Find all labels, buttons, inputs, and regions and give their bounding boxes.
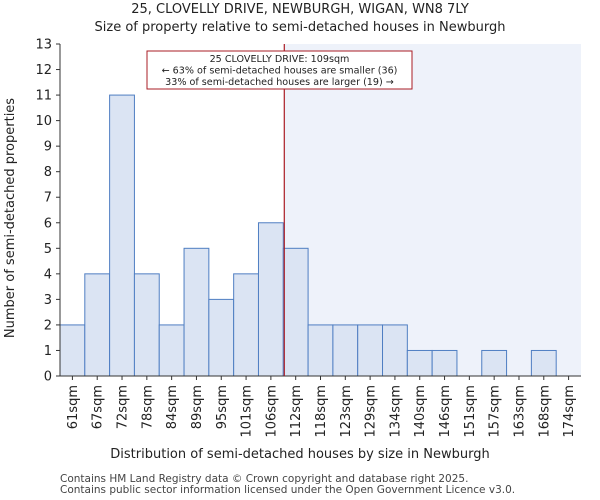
bar-78sqm [133, 273, 160, 377]
y-tick-label: 8 [44, 165, 52, 180]
x-tick-label: 134sqm [388, 385, 403, 438]
y-tick-label: 12 [35, 63, 52, 78]
bar-168sqm [530, 349, 557, 377]
bar-106sqm [257, 222, 284, 377]
x-tick-label: 67sqm [91, 385, 106, 429]
y-axis-label: Number of semi-detached properties [3, 98, 18, 338]
footer-copyright: Contains HM Land Registry data © Crown c… [60, 473, 469, 485]
x-tick-label: 163sqm [512, 385, 527, 438]
annotation-line: 25 CLOVELLY DRIVE: 109sqm [210, 54, 350, 65]
property-annotation: 25 CLOVELLY DRIVE: 109sqm ← 63% of semi-… [146, 50, 413, 90]
bar-157sqm [481, 349, 508, 377]
bar-95sqm [208, 298, 235, 377]
bar-61sqm [59, 324, 86, 377]
bar-134sqm [382, 324, 408, 377]
y-tick-label: 7 [44, 191, 52, 206]
footer-licence: Contains public sector information licen… [60, 484, 516, 496]
x-tick-label: 95sqm [215, 385, 230, 429]
x-tick-label: 101sqm [240, 385, 255, 438]
bar-67sqm [84, 273, 111, 377]
bar-129sqm [357, 324, 384, 377]
bar-101sqm [233, 273, 259, 377]
annotation-line: ← 63% of semi-detached houses are smalle… [162, 66, 398, 77]
larger-houses-region [284, 44, 581, 376]
chart-title: 25, CLOVELLY DRIVE, NEWBURGH, WIGAN, WN8… [131, 2, 469, 17]
y-tick-label: 11 [35, 89, 52, 104]
x-tick-label: 168sqm [537, 385, 552, 438]
annotation-box [146, 50, 413, 90]
bar-118sqm [307, 324, 334, 377]
x-tick-label: 84sqm [165, 385, 180, 429]
x-tick-label: 151sqm [463, 385, 478, 438]
y-tick-label: 13 [35, 38, 52, 53]
annotation-line: 33% of semi-detached houses are larger (… [165, 77, 394, 88]
bar-123sqm [332, 324, 359, 377]
x-tick-label: 146sqm [438, 385, 453, 438]
y-tick-label: 6 [44, 216, 52, 231]
x-tick-label: 72sqm [116, 385, 131, 429]
x-tick-label: 118sqm [314, 385, 329, 438]
bar-146sqm [431, 349, 458, 377]
x-tick-label: 123sqm [339, 385, 354, 438]
y-tick-label: 10 [35, 114, 52, 129]
y-tick-label: 3 [44, 293, 52, 308]
y-tick-label: 0 [44, 370, 52, 385]
bar-72sqm [109, 94, 135, 377]
x-axis-label: Distribution of semi-detached houses by … [110, 447, 489, 462]
bar-84sqm [158, 324, 185, 377]
bar-89sqm [183, 247, 210, 377]
x-tick-label: 157sqm [488, 385, 503, 438]
x-tick-label: 174sqm [562, 385, 577, 438]
x-tick-label: 112sqm [289, 385, 304, 438]
bar-140sqm [406, 349, 433, 377]
y-tick-label: 5 [44, 242, 52, 257]
x-tick-label: 140sqm [413, 385, 428, 438]
y-tick-label: 4 [44, 267, 52, 282]
x-tick-label: 89sqm [190, 385, 205, 429]
x-tick-label: 106sqm [264, 385, 279, 438]
x-tick-label: 78sqm [140, 385, 155, 429]
y-tick-label: 9 [44, 140, 52, 155]
x-tick-label: 61sqm [66, 385, 81, 429]
y-tick-label: 1 [44, 344, 52, 359]
bar-112sqm [282, 247, 309, 377]
chart-subtitle: Size of property relative to semi-detach… [94, 20, 506, 35]
x-tick-label: 129sqm [364, 385, 379, 438]
y-tick-label: 2 [44, 318, 52, 333]
